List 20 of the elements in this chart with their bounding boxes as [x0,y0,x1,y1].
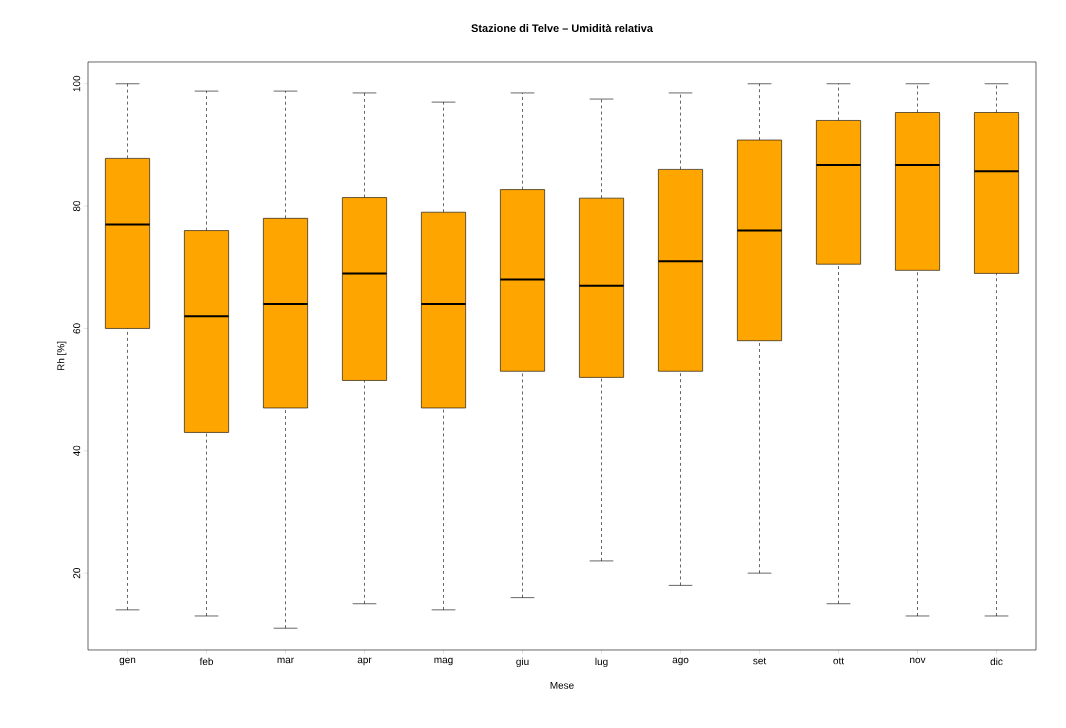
x-tick-label: set [753,657,767,665]
x-tick-label: mar [277,657,294,664]
x-tick-label: lug [595,657,608,668]
x-tick-label: ott [833,657,844,665]
x-tick-label: apr [357,657,372,666]
x-tick-label: mag [434,657,453,666]
y-axis-title: Rh [%] [57,341,67,371]
y-tick-label: 80 [73,200,81,212]
y-tick-label: 20 [73,568,81,579]
x-tick-label: dic [990,657,1003,666]
y-tick-label: 100 [73,75,81,92]
y-tick-label: 60 [73,323,81,334]
x-tick-label: giu [516,657,529,668]
x-tick-label: feb [199,657,214,666]
x-tick-label: gen [119,657,136,666]
x-axis-title: Mese [550,681,574,689]
chart-title: Stazione di Telve – Umidità relativa [471,23,653,33]
y-tick-label: 40 [73,445,81,457]
x-tick-label: ago [672,657,689,666]
x-tick-label: nov [910,657,926,664]
